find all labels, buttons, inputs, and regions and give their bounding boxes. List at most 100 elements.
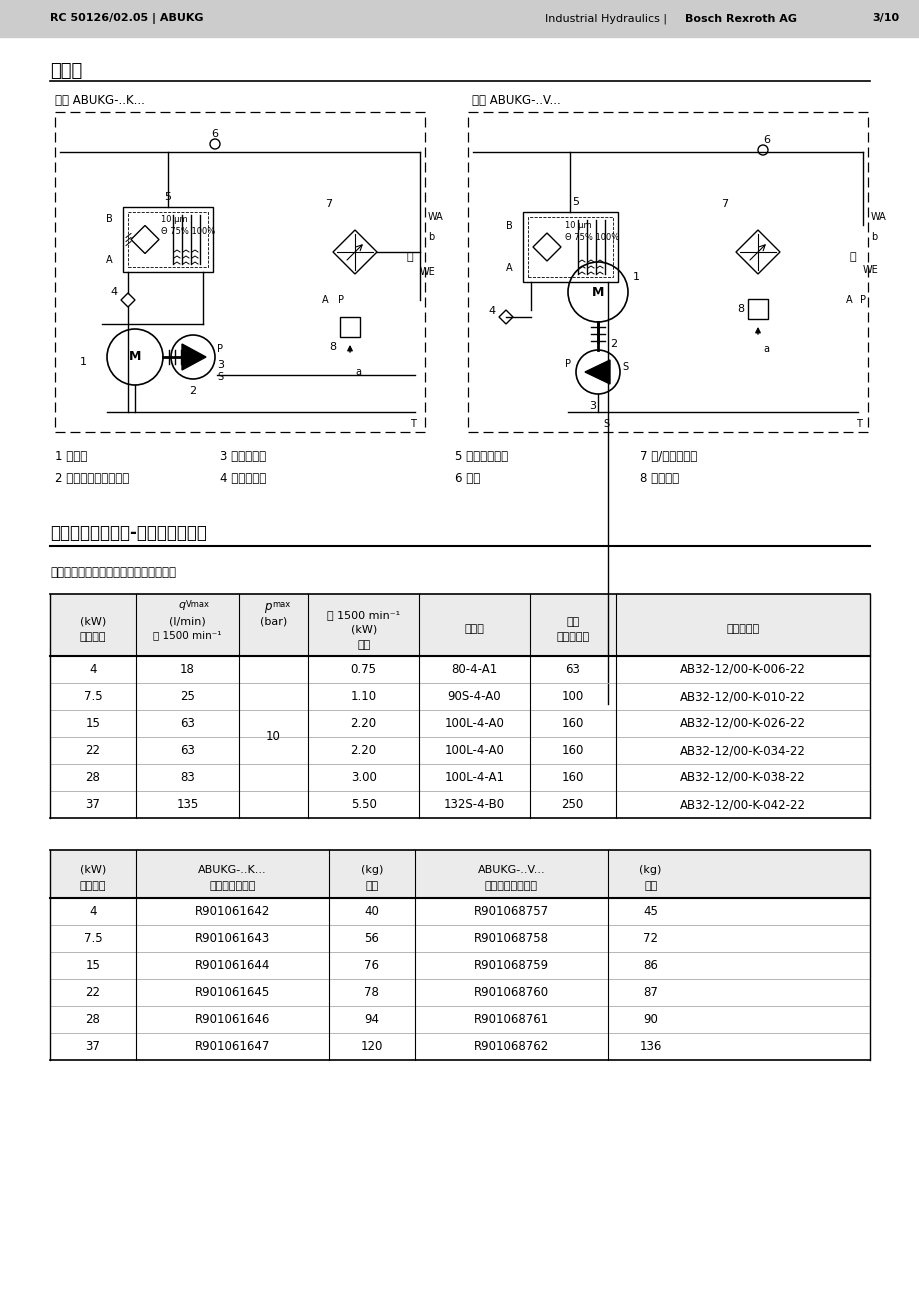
Text: WA: WA — [427, 212, 443, 223]
Text: 10 μm: 10 μm — [564, 221, 591, 230]
Text: 类型 ABUKG-..V...: 类型 ABUKG-..V... — [471, 94, 561, 107]
Text: b: b — [427, 232, 434, 242]
Text: (kW): (kW) — [80, 617, 106, 628]
Text: max: max — [272, 600, 290, 609]
Text: R901068757: R901068757 — [473, 905, 549, 918]
Text: Industrial Hydraulics |: Industrial Hydraulics | — [544, 13, 670, 23]
Text: Vmax: Vmax — [187, 600, 210, 609]
Text: 80-4-A1: 80-4-A1 — [450, 663, 497, 676]
Text: 136: 136 — [639, 1040, 661, 1053]
Text: 8: 8 — [328, 342, 335, 352]
Text: 10: 10 — [266, 730, 280, 743]
Text: 3 固定排量泵: 3 固定排量泵 — [220, 450, 266, 464]
Text: A: A — [322, 296, 328, 305]
Bar — [0, 0, 919, 36]
Text: P: P — [337, 296, 344, 305]
Text: 3: 3 — [589, 401, 596, 411]
Text: 28: 28 — [85, 771, 100, 784]
Text: AB32-12/00-K-034-22: AB32-12/00-K-034-22 — [679, 743, 805, 756]
Text: 4: 4 — [110, 286, 118, 297]
Text: RC 50126/02.05 | ABUKG: RC 50126/02.05 | ABUKG — [50, 13, 203, 23]
Text: 37: 37 — [85, 798, 100, 811]
Text: 250: 250 — [561, 798, 584, 811]
Text: 油路图: 油路图 — [50, 62, 82, 79]
Bar — [123, 207, 213, 272]
Text: 1 电动机: 1 电动机 — [55, 450, 87, 464]
Text: AB32-12/00-K-026-22: AB32-12/00-K-026-22 — [679, 717, 805, 730]
Text: 4: 4 — [487, 306, 494, 316]
Bar — [50, 594, 869, 656]
Text: ABUKG-..V...: ABUKG-..V... — [477, 865, 544, 875]
Text: 5.50: 5.50 — [350, 798, 376, 811]
Text: AB32-12/00-K-038-22: AB32-12/00-K-038-22 — [679, 771, 805, 784]
Text: 功率: 功率 — [357, 641, 369, 650]
Text: P: P — [564, 359, 571, 368]
Text: Bosch Rexroth AG: Bosch Rexroth AG — [685, 13, 796, 23]
Text: R901061645: R901061645 — [195, 986, 270, 999]
Bar — [747, 299, 767, 319]
Text: S: S — [217, 372, 223, 381]
Text: 5 嵌入式过滤器: 5 嵌入式过滤器 — [455, 450, 507, 464]
Text: 100: 100 — [561, 690, 584, 703]
Text: 15: 15 — [85, 717, 100, 730]
Text: 8: 8 — [736, 303, 743, 314]
Text: 100L-4-A0: 100L-4-A0 — [444, 717, 504, 730]
Text: P: P — [217, 344, 222, 354]
Text: 94: 94 — [364, 1013, 379, 1026]
Text: 135: 135 — [176, 798, 199, 811]
Text: 3.00: 3.00 — [350, 771, 376, 784]
Text: AB32-12/00-K-010-22: AB32-12/00-K-010-22 — [679, 690, 805, 703]
Text: 78: 78 — [364, 986, 379, 999]
Text: 63: 63 — [180, 743, 195, 756]
Text: 83: 83 — [180, 771, 195, 784]
Text: 材料编号包括油路图上显示的所有组件！: 材料编号包括油路图上显示的所有组件！ — [50, 566, 176, 579]
Text: q: q — [178, 600, 185, 611]
Text: Θ 75% 100%: Θ 75% 100% — [161, 227, 215, 236]
Text: 2.20: 2.20 — [350, 743, 376, 756]
Text: p: p — [264, 600, 271, 613]
Text: 4 压力测量点: 4 压力测量点 — [220, 473, 266, 486]
Text: B: B — [106, 214, 113, 224]
Text: 5: 5 — [572, 197, 578, 207]
Bar — [522, 212, 618, 283]
Text: 7: 7 — [324, 199, 332, 210]
Text: 90S-4-A0: 90S-4-A0 — [447, 690, 501, 703]
Text: 160: 160 — [561, 717, 584, 730]
Text: (kW): (kW) — [80, 865, 106, 875]
Text: 2 泵安装支架＋耦合器: 2 泵安装支架＋耦合器 — [55, 473, 129, 486]
Text: 6: 6 — [762, 135, 769, 145]
Text: 100L-4-A0: 100L-4-A0 — [444, 743, 504, 756]
Text: A: A — [845, 296, 852, 305]
Text: 6 软管: 6 软管 — [455, 473, 480, 486]
Text: 7: 7 — [720, 199, 727, 210]
Text: 22: 22 — [85, 986, 100, 999]
Text: AB32-12/00-K-006-22: AB32-12/00-K-006-22 — [679, 663, 805, 676]
Text: 8 电动水阀: 8 电动水阀 — [640, 473, 678, 486]
Text: P: P — [859, 296, 865, 305]
Text: S: S — [602, 419, 608, 428]
Polygon shape — [182, 344, 206, 370]
Text: 低压过滤器: 低压过滤器 — [556, 631, 589, 642]
Text: 63: 63 — [564, 663, 580, 676]
Text: 7.5: 7.5 — [84, 690, 102, 703]
Text: 5: 5 — [165, 191, 171, 202]
Text: 水: 水 — [849, 253, 856, 262]
Text: 在 1500 min⁻¹: 在 1500 min⁻¹ — [327, 611, 400, 620]
Text: 72: 72 — [642, 932, 657, 945]
Text: (kW): (kW) — [350, 625, 377, 635]
Text: 76: 76 — [364, 960, 379, 973]
Text: 160: 160 — [561, 743, 584, 756]
Bar — [128, 212, 208, 267]
Text: WE: WE — [862, 266, 878, 275]
Text: WE: WE — [420, 267, 436, 277]
Text: R901061642: R901061642 — [195, 905, 270, 918]
Text: 100L-4-A1: 100L-4-A1 — [444, 771, 504, 784]
Text: 选型表格：过滤器-冷却器循环线路: 选型表格：过滤器-冷却器循环线路 — [50, 523, 207, 542]
Text: M: M — [591, 285, 604, 298]
Text: 90: 90 — [642, 1013, 657, 1026]
Text: 160: 160 — [561, 771, 584, 784]
Text: 冷却器类型: 冷却器类型 — [725, 624, 759, 634]
Text: 0.75: 0.75 — [350, 663, 376, 676]
Text: 18: 18 — [180, 663, 195, 676]
Text: (kg): (kg) — [360, 865, 382, 875]
